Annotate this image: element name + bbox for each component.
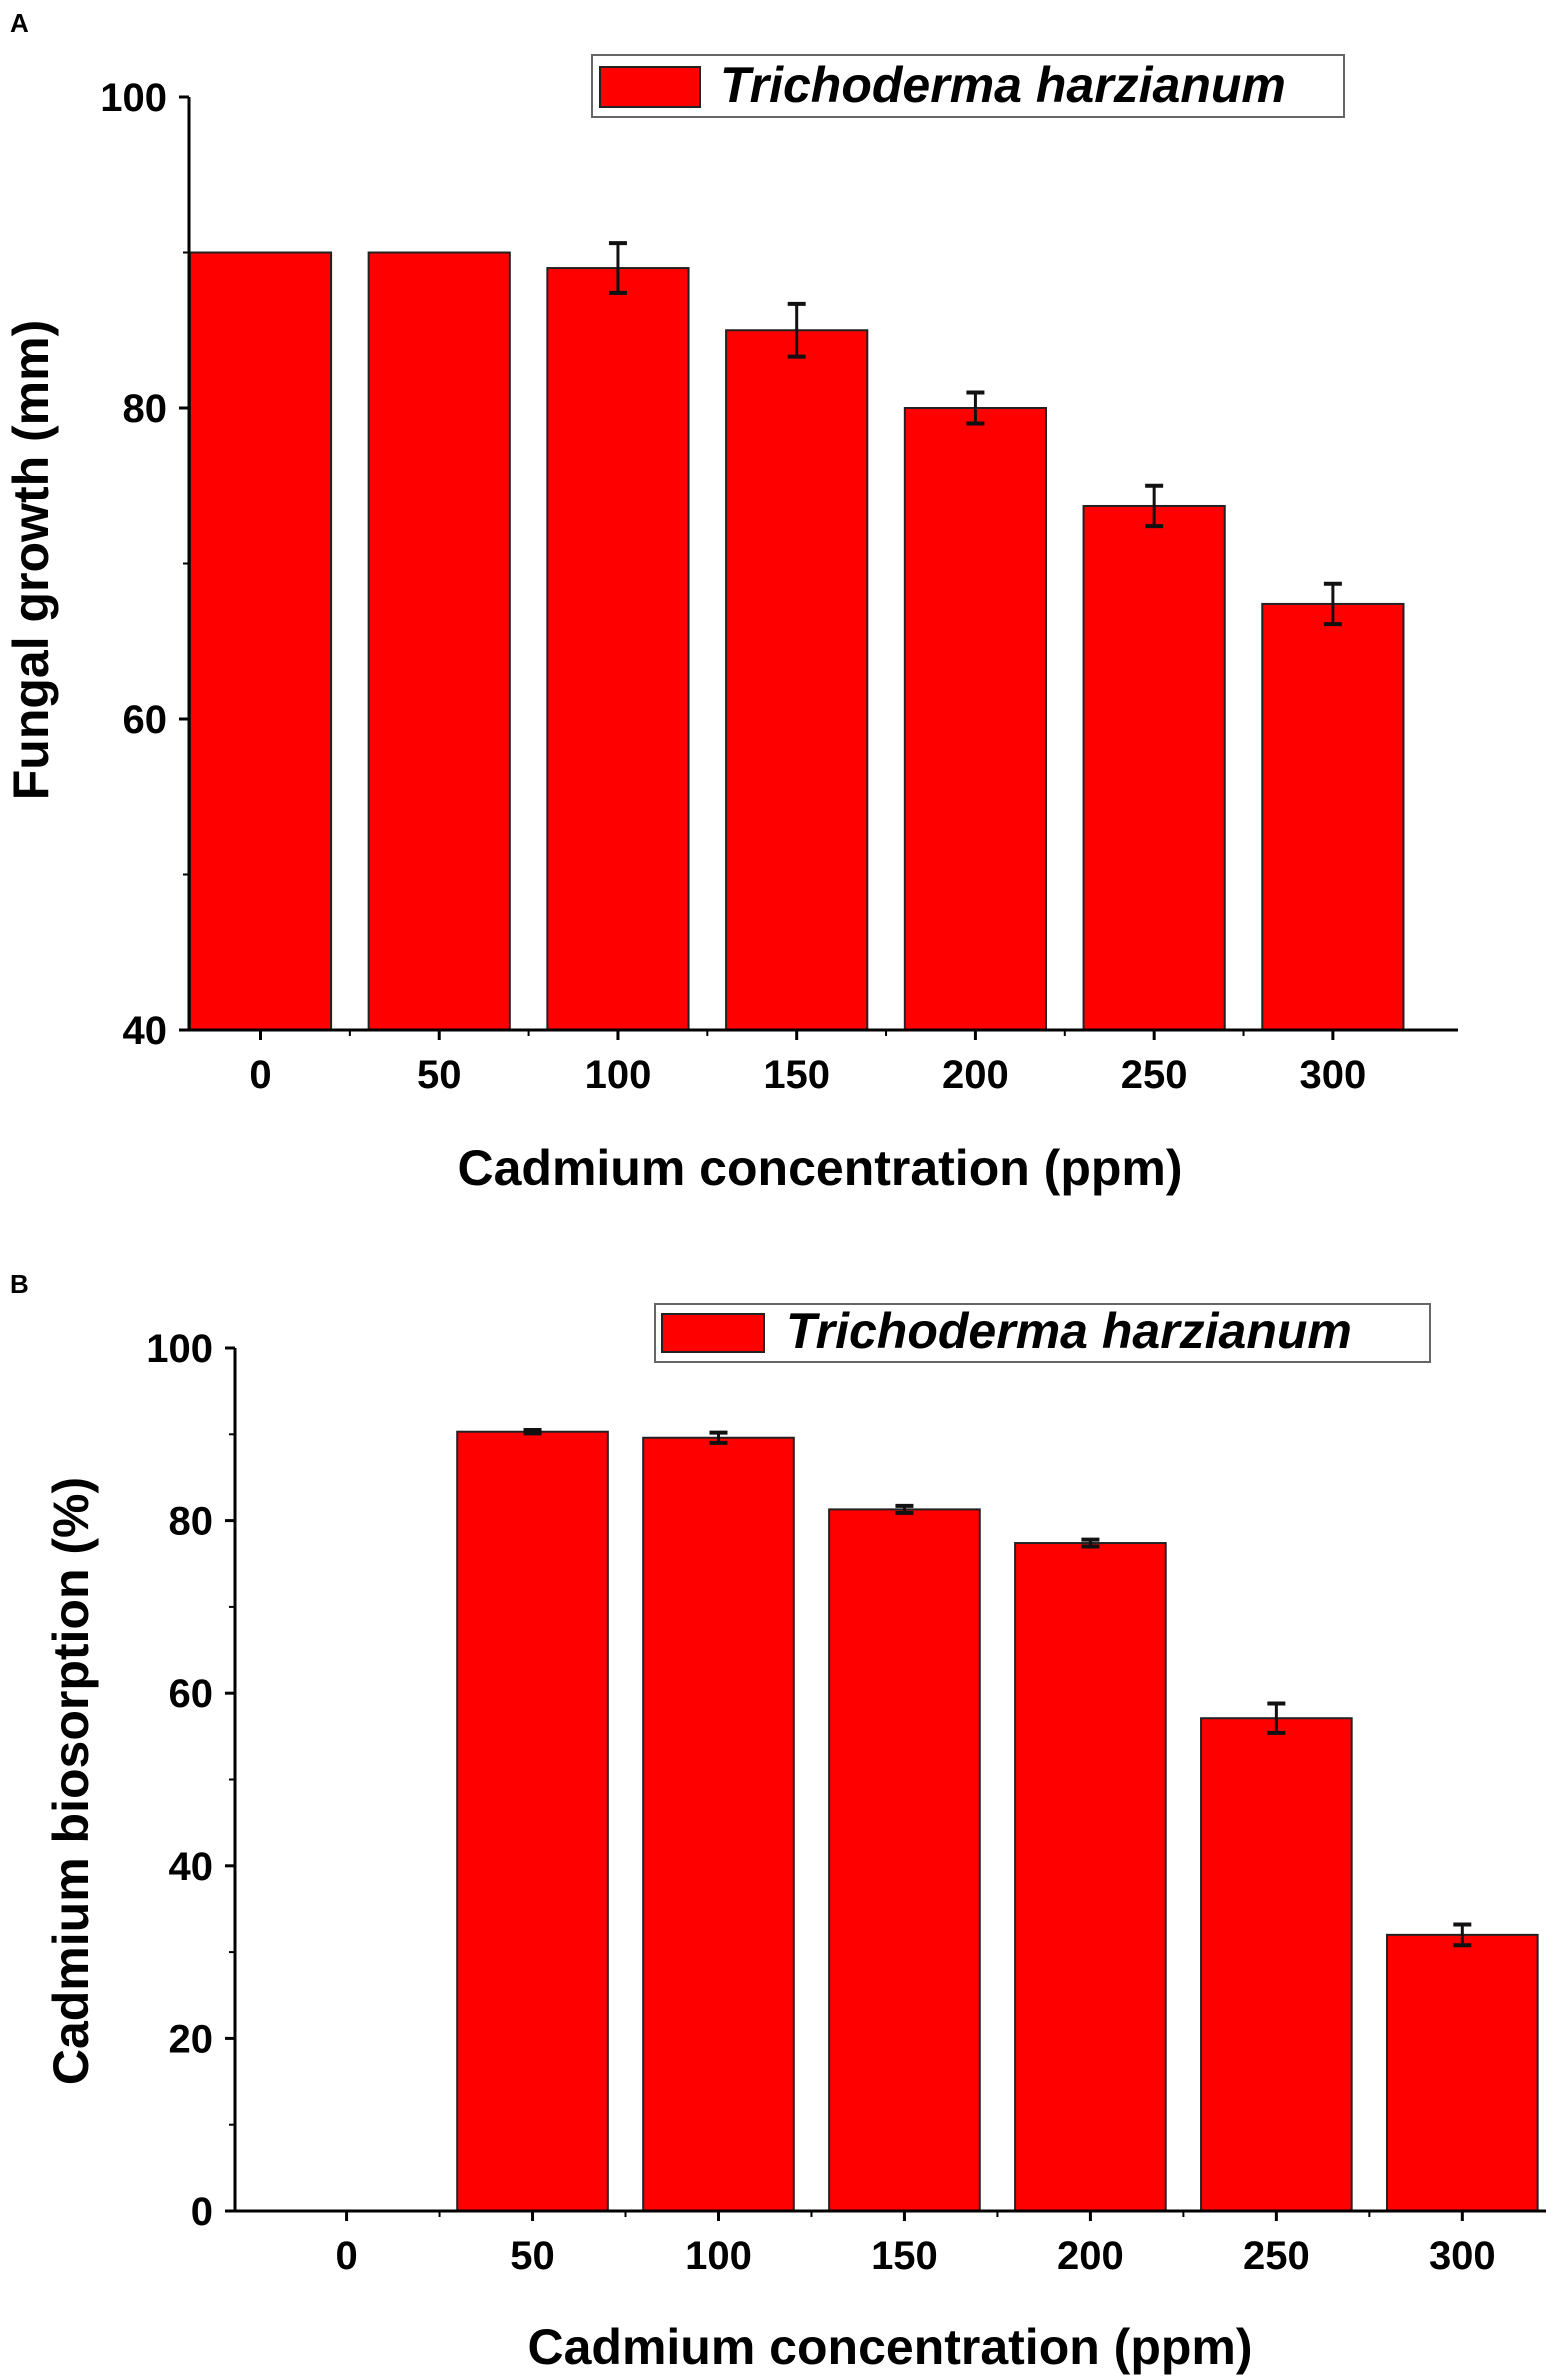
x-tick-label-200: 200 — [942, 1053, 1009, 1097]
bar-50 — [367, 251, 511, 1031]
y-tick-label-20: 20 — [169, 2017, 214, 2061]
x-tick-label-250: 250 — [1121, 1053, 1188, 1097]
chart-panel-a: A 40 60 80 100 0 50 100 150 200 250 300 Trichoder… — [3, 8, 1458, 1196]
legend-swatch-a — [599, 66, 701, 108]
error-bar-group-a — [608, 241, 1342, 627]
legend-box-a — [591, 54, 1345, 118]
panel-label-b: B — [10, 1269, 29, 1299]
legend-b: Trichoderma harzianum — [654, 1303, 1431, 1363]
x-tick-label-0: 0 — [335, 2234, 357, 2278]
legend-swatch-b — [661, 1313, 765, 1353]
y-tick-label-0: 0 — [191, 2190, 213, 2234]
bar-150 — [725, 329, 869, 1031]
panel-label-a: A — [10, 8, 29, 38]
legend-box-b — [654, 1303, 1431, 1363]
x-tick-label-0: 0 — [249, 1053, 271, 1097]
bar-250 — [1200, 1717, 1353, 2213]
x-tick-label-150: 150 — [763, 1053, 830, 1097]
bar-300 — [1261, 602, 1405, 1031]
legend-label-a: Trichoderma harzianum — [720, 57, 1286, 113]
y-tick-label-100: 100 — [146, 1327, 213, 1371]
bar-300 — [1386, 1933, 1539, 2212]
bar-150 — [828, 1508, 981, 2212]
y-ticks-a: 40 60 80 100 — [100, 76, 189, 1053]
chart-panel-b: B 0 20 40 60 80 100 0 50 100 150 200 250 300 Tricho… — [10, 1269, 1546, 2375]
bar-200 — [903, 407, 1048, 1031]
x-tick-label-200: 200 — [1057, 2234, 1124, 2278]
x-axis-title-a: Cadmium concentration (ppm) — [457, 1140, 1182, 1196]
error-bar-group-b — [523, 1427, 1472, 1948]
bar-group-a — [188, 251, 1405, 1031]
x-tick-label-300: 300 — [1429, 2234, 1496, 2278]
y-tick-label-100: 100 — [100, 76, 167, 120]
bar-group-b — [456, 1430, 1539, 2213]
y-tick-label-60: 60 — [123, 698, 168, 742]
x-tick-label-100: 100 — [585, 1053, 652, 1097]
bar-250 — [1082, 504, 1226, 1031]
legend-a: Trichoderma harzianum — [591, 54, 1345, 118]
y-tick-label-40: 40 — [169, 1845, 214, 1889]
x-tick-label-300: 300 — [1300, 1053, 1367, 1097]
y-tick-label-80: 80 — [123, 387, 168, 431]
y-axis-title-a: Fungal growth (mm) — [3, 320, 59, 801]
x-tick-label-100: 100 — [685, 2234, 752, 2278]
bar-50 — [456, 1430, 609, 2213]
y-tick-label-60: 60 — [169, 1672, 214, 1716]
legend-label-b: Trichoderma harzianum — [786, 1303, 1352, 1359]
y-tick-label-80: 80 — [169, 1500, 214, 1544]
x-ticks-b: 0 50 100 150 200 250 300 — [335, 2211, 1496, 2278]
bar-100 — [642, 1436, 795, 2212]
x-tick-label-50: 50 — [417, 1053, 462, 1097]
bar-0 — [188, 251, 333, 1031]
y-ticks-b: 0 20 40 60 80 100 — [146, 1327, 235, 2234]
x-tick-label-250: 250 — [1243, 2234, 1310, 2278]
x-axis-title-b: Cadmium concentration (ppm) — [527, 2319, 1252, 2375]
x-tick-label-150: 150 — [871, 2234, 938, 2278]
y-axis-title-b: Cadmium biosorption (%) — [43, 1477, 99, 2085]
x-tick-label-50: 50 — [510, 2234, 555, 2278]
x-ticks-a: 0 50 100 150 200 250 300 — [249, 1030, 1366, 1097]
y-tick-label-40: 40 — [123, 1009, 168, 1053]
bar-100 — [546, 267, 690, 1031]
bar-200 — [1014, 1542, 1167, 2212]
